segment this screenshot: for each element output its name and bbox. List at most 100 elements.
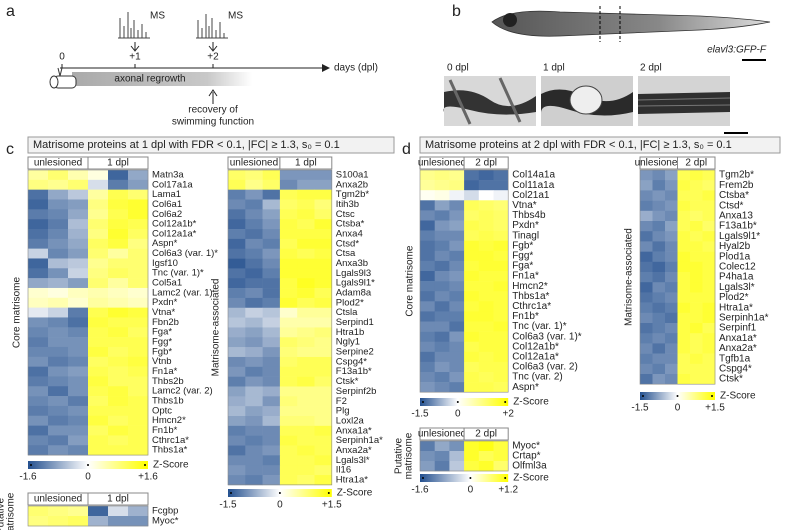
row-label: F13a1b* bbox=[336, 366, 372, 377]
row-label: Anxa13 bbox=[719, 211, 753, 222]
heatmap-cell bbox=[464, 341, 480, 353]
heatmap-cell bbox=[68, 386, 89, 397]
heatmap-cell bbox=[262, 327, 281, 338]
heatmap-cell bbox=[297, 288, 315, 299]
heatmap-cell bbox=[652, 180, 666, 191]
heatmap-cell bbox=[640, 190, 653, 201]
heatmap-cell bbox=[28, 396, 49, 407]
colorbar-tick-label: -1.5 bbox=[411, 409, 429, 420]
heatmap-cell bbox=[262, 435, 281, 446]
row-label: Pxdn* bbox=[152, 297, 178, 308]
heatmap-cell bbox=[449, 271, 465, 282]
heatmap-cell bbox=[108, 228, 129, 240]
heatmap-cell bbox=[702, 200, 716, 212]
heatmap-cell bbox=[464, 331, 480, 342]
heatmap-cell bbox=[677, 200, 691, 212]
heatmap-cell bbox=[88, 179, 109, 190]
heatmap-cell bbox=[493, 341, 509, 353]
heatmap-cell bbox=[677, 170, 691, 181]
heatmap-cell bbox=[68, 209, 89, 220]
heatmap-cell bbox=[48, 396, 69, 407]
heatmap-cell bbox=[464, 461, 480, 472]
row-label: Ctsba* bbox=[336, 219, 365, 230]
row-label: Hmcn2* bbox=[512, 281, 548, 292]
row-label: Serpinh1a* bbox=[336, 435, 383, 446]
heatmap-cell bbox=[108, 317, 129, 328]
heatmap-cell bbox=[420, 441, 435, 452]
heatmap-cell bbox=[690, 363, 703, 375]
row-label: Thbs4b bbox=[512, 210, 546, 221]
heatmap-cell bbox=[245, 288, 263, 299]
heatmap-cell bbox=[434, 372, 450, 383]
heatmap-cell bbox=[88, 337, 109, 348]
heatmap-cell bbox=[449, 382, 465, 393]
column-header-box bbox=[463, 156, 509, 170]
heatmap-cell bbox=[48, 356, 69, 367]
heatmap-cell bbox=[665, 343, 678, 354]
heatmap-cell bbox=[420, 311, 435, 322]
heatmap-cell bbox=[420, 341, 435, 353]
heatmap-cell bbox=[262, 278, 281, 289]
column-header: 1 dpl bbox=[295, 158, 317, 169]
row-label: Ctsla bbox=[336, 307, 358, 318]
heatmap-cell bbox=[279, 475, 298, 486]
column-header-box bbox=[677, 156, 716, 170]
heatmap-cell bbox=[279, 396, 298, 407]
heatmap-cell bbox=[314, 406, 333, 417]
heatmap-cell bbox=[279, 347, 298, 358]
heatmap-cell bbox=[652, 353, 666, 365]
row-label: Ctsd* bbox=[336, 238, 360, 249]
heatmap-cell bbox=[262, 425, 281, 436]
row-label: Col21a1 bbox=[512, 190, 550, 201]
heatmap-cell bbox=[245, 425, 263, 436]
heatmap-cell bbox=[297, 248, 315, 259]
row-label: Tinagl bbox=[512, 230, 539, 241]
heatmap-cell bbox=[652, 312, 666, 324]
row-label: Col12a1a* bbox=[512, 351, 559, 362]
row-label: Ngly1 bbox=[336, 337, 360, 348]
heatmap-cell bbox=[297, 376, 315, 387]
heatmap-cell bbox=[48, 238, 69, 249]
colorbar-tick bbox=[422, 477, 424, 479]
heatmap-cell bbox=[677, 323, 691, 334]
heatmap-cell bbox=[314, 475, 333, 486]
heatmap-cell bbox=[652, 343, 666, 354]
heatmap-cell bbox=[228, 268, 246, 279]
heatmap-cell bbox=[652, 241, 666, 252]
row-label: Lgals9l1* bbox=[336, 278, 375, 289]
heatmap-cell bbox=[128, 327, 149, 338]
heatmap-cell bbox=[245, 455, 263, 466]
heatmap-cell bbox=[314, 219, 333, 230]
panel-title: Matrisome proteins at 1 dpl with FDR < 0… bbox=[33, 139, 340, 151]
heatmap-cell bbox=[314, 268, 333, 279]
column-header: 1 dpl bbox=[107, 494, 129, 505]
heatmap-cell bbox=[88, 219, 109, 230]
heatmap-cell bbox=[108, 516, 129, 527]
recovery-label: recovery of bbox=[188, 105, 238, 116]
heatmap-cell bbox=[640, 302, 653, 314]
row-label: Optc bbox=[152, 405, 172, 416]
heatmap-cell bbox=[279, 297, 298, 309]
heatmap-cell bbox=[449, 361, 465, 373]
heatmap-cell bbox=[108, 219, 129, 230]
heatmap-cell bbox=[314, 258, 333, 269]
heatmap-cell bbox=[677, 302, 691, 314]
heatmap-cell bbox=[677, 272, 691, 283]
heatmap-cell bbox=[677, 180, 691, 191]
heatmap-cell bbox=[228, 317, 246, 328]
row-label: Lgals3l* bbox=[719, 282, 755, 293]
heatmap-cell bbox=[88, 170, 109, 181]
heatmap-cell bbox=[279, 465, 298, 476]
recovery-label: swimming function bbox=[172, 117, 254, 128]
heatmap-cell bbox=[48, 248, 69, 259]
heatmap-cell bbox=[665, 363, 678, 375]
heatmap-cell bbox=[677, 333, 691, 344]
column-header-box bbox=[87, 492, 149, 506]
row-label: Cthrc1a* bbox=[152, 435, 189, 446]
title-box bbox=[27, 136, 395, 154]
column-header: 2 dpl bbox=[685, 158, 707, 169]
heatmap-cell bbox=[128, 376, 149, 387]
heatmap-cell bbox=[690, 221, 703, 232]
heatmap-cell bbox=[88, 396, 109, 407]
heatmap-border bbox=[227, 169, 333, 486]
